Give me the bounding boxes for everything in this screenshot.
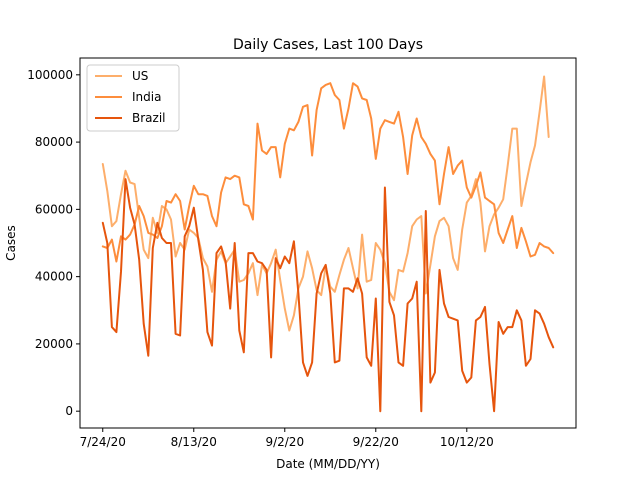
x-tick-label: 10/12/20 — [440, 435, 494, 449]
x-axis: 7/24/20 8/13/20 9/2/20 9/22/20 10/12/20 — [80, 428, 494, 449]
y-tick-label: 20000 — [35, 337, 73, 351]
legend-label-brazil: Brazil — [132, 111, 166, 125]
legend-label-us: US — [132, 69, 148, 83]
y-tick-label: 40000 — [35, 270, 73, 284]
y-axis: 0 20000 40000 60000 80000 100000 — [27, 68, 80, 418]
legend: US India Brazil — [86, 64, 180, 132]
series-line-brazil — [101, 178, 555, 413]
y-tick-label: 100000 — [27, 68, 73, 82]
x-tick-label: 8/13/20 — [171, 435, 217, 449]
x-axis-label: Date (MM/DD/YY) — [276, 457, 380, 471]
x-tick-label: 9/2/20 — [265, 435, 304, 449]
series-line-india — [101, 82, 555, 263]
chart-title: Daily Cases, Last 100 Days — [233, 37, 423, 53]
y-tick-label: 80000 — [35, 135, 73, 149]
y-axis-label: Cases — [4, 225, 18, 261]
plot-frame — [79, 57, 577, 429]
x-tick-label: 7/24/20 — [80, 435, 126, 449]
y-tick-label: 0 — [65, 404, 73, 418]
y-tick-label: 60000 — [35, 202, 73, 216]
x-tick-label: 9/22/20 — [353, 435, 399, 449]
legend-label-india: India — [132, 90, 161, 104]
series-layer — [101, 75, 555, 413]
legend-box — [86, 64, 180, 132]
